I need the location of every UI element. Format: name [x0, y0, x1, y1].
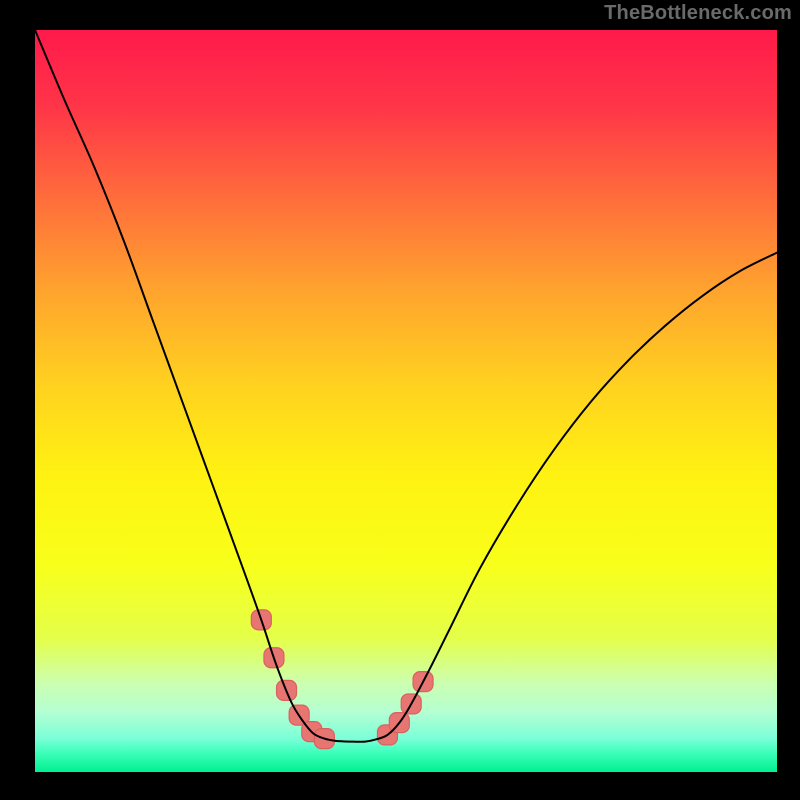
watermark-text: TheBottleneck.com	[604, 2, 792, 25]
marker-group	[251, 610, 433, 749]
plot-area	[35, 30, 777, 772]
bottleneck-curve	[35, 30, 777, 742]
curve-layer	[35, 30, 777, 772]
